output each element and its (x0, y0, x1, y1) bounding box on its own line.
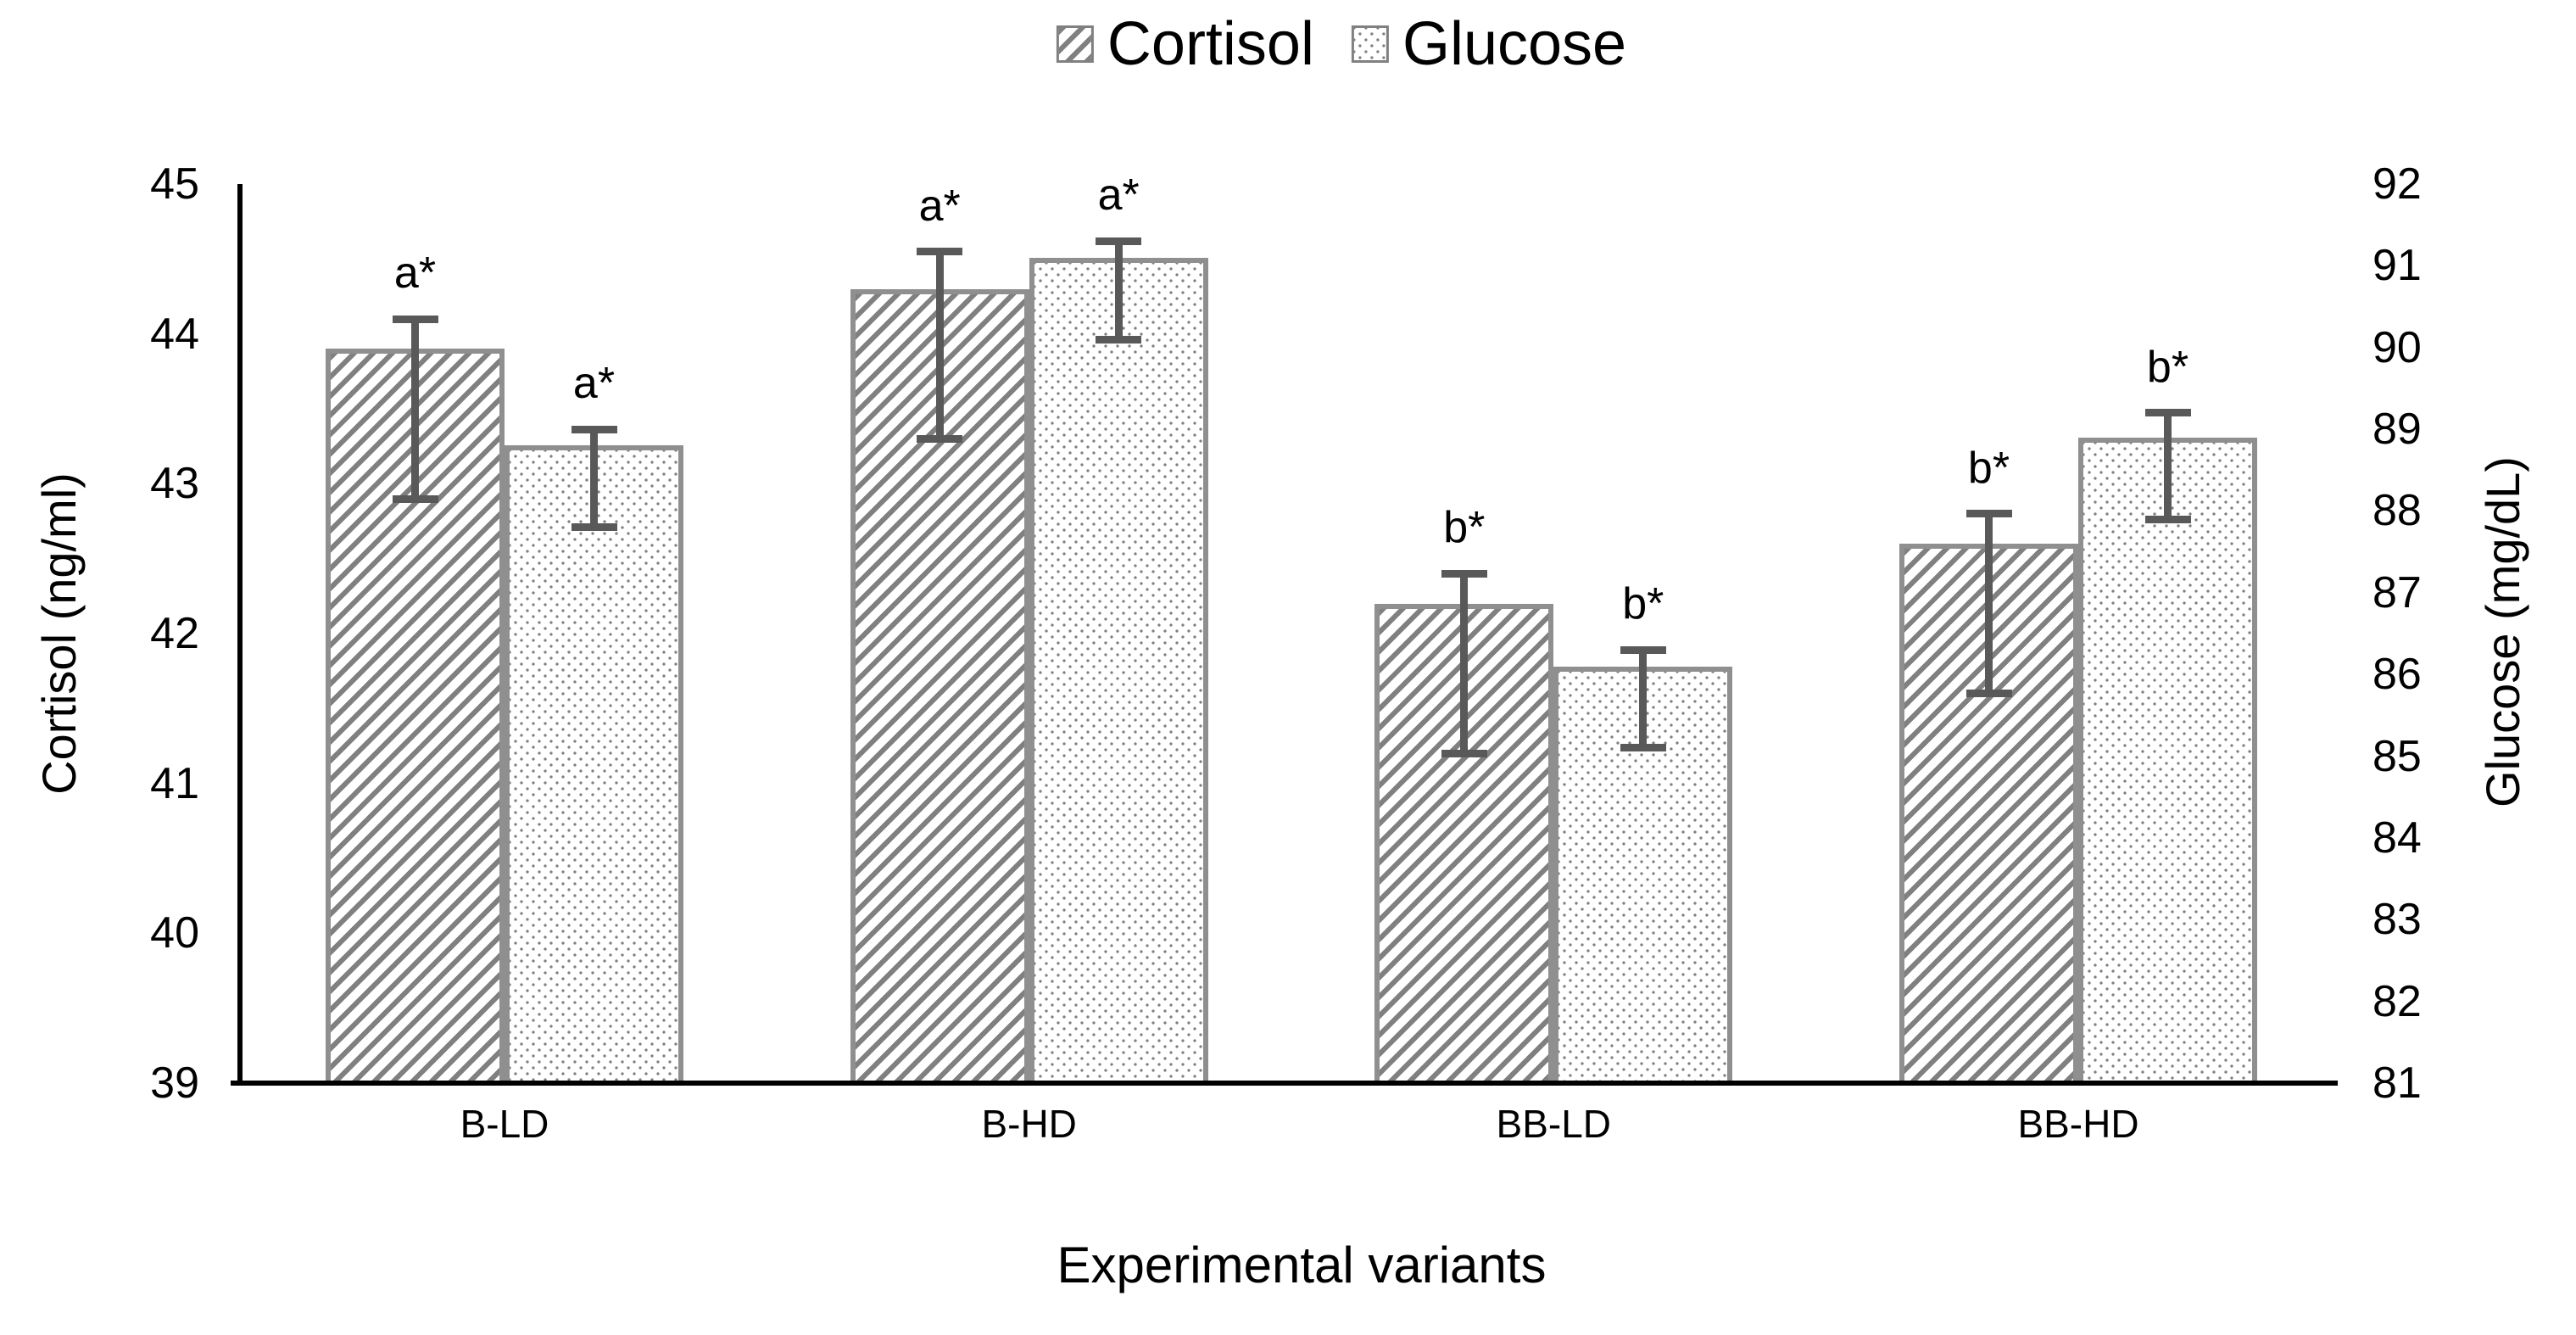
bar-cortisol-BB-HD (1899, 544, 2078, 1086)
category-label-B-LD: B-LD (460, 1102, 549, 1146)
bar-glucose-B-LD (505, 445, 683, 1086)
error-bar-cap-bottom-cortisol-BB-LD (1441, 749, 1487, 757)
error-bar-cap-top-cortisol-BB-LD (1441, 569, 1487, 578)
error-bar-line-cortisol-B-LD (411, 319, 419, 499)
error-bar-cap-top-cortisol-B-LD (392, 315, 438, 323)
significance-label-glucose-BB-HD: b* (2146, 342, 2189, 392)
right-axis-tick-91: 91 (2372, 241, 2422, 291)
error-bar-cap-bottom-cortisol-BB-HD (1965, 690, 2012, 698)
error-bar-cap-bottom-cortisol-B-HD (917, 434, 963, 443)
legend-item-cortisol: Cortisol (1056, 10, 1314, 78)
error-bar-cap-bottom-cortisol-B-LD (392, 494, 438, 503)
error-bar-line-cortisol-BB-LD (1460, 573, 1469, 754)
category-label-BB-LD: BB-LD (1496, 1102, 1612, 1146)
bar-glucose-B-HD (1029, 257, 1208, 1086)
significance-label-cortisol-BB-HD: b* (1967, 443, 2010, 493)
error-bar-cap-bottom-glucose-BB-HD (2144, 515, 2191, 523)
right-axis-tick-87: 87 (2372, 567, 2422, 617)
significance-label-cortisol-B-HD: a* (918, 181, 961, 231)
right-axis-tick-86: 86 (2372, 650, 2422, 700)
error-bar-line-glucose-BB-LD (1639, 650, 1648, 748)
left-axis-tick-45: 45 (150, 159, 199, 209)
legend-label-cortisol: Cortisol (1107, 10, 1314, 78)
error-bar-line-cortisol-B-HD (935, 251, 944, 439)
left-y-axis-title: Cortisol (ng/ml) (32, 472, 86, 795)
right-axis-tick-82: 82 (2372, 976, 2422, 1026)
x-axis-line (231, 1081, 2338, 1086)
error-bar-cap-top-glucose-B-LD (571, 425, 617, 433)
bar-glucose-BB-HD (2078, 437, 2257, 1086)
error-bar-line-glucose-B-LD (590, 429, 598, 528)
legend-label-glucose: Glucose (1402, 10, 1627, 78)
significance-label-glucose-B-HD: a* (1097, 170, 1140, 221)
error-bar-cap-bottom-glucose-B-LD (571, 523, 617, 532)
right-y-axis-title: Glucose (mg/dL) (2476, 456, 2529, 807)
right-axis-tick-83: 83 (2372, 895, 2422, 945)
significance-label-glucose-B-LD: a* (572, 359, 616, 409)
category-label-BB-HD: BB-HD (2017, 1102, 2139, 1146)
error-bar-cap-top-glucose-BB-LD (1620, 645, 1666, 654)
right-axis-tick-88: 88 (2372, 486, 2422, 536)
error-bar-cap-top-cortisol-B-HD (917, 248, 963, 255)
error-bar-line-cortisol-BB-HD (1985, 513, 1993, 694)
error-bar-cap-top-glucose-BB-HD (2144, 409, 2191, 417)
left-axis-tick-44: 44 (150, 309, 199, 359)
error-bar-line-glucose-BB-HD (2164, 412, 2172, 520)
left-axis-tick-40: 40 (150, 908, 199, 958)
significance-label-cortisol-BB-LD: b* (1443, 503, 1486, 553)
glucose-dots-swatch-icon (1351, 25, 1389, 63)
error-bar-line-glucose-B-HD (1114, 241, 1123, 340)
significance-label-glucose-BB-LD: b* (1622, 579, 1664, 629)
right-axis-tick-89: 89 (2372, 405, 2422, 455)
error-bar-cap-top-cortisol-BB-HD (1965, 510, 2012, 518)
y-axis-line (237, 184, 243, 1086)
category-label-B-HD: B-HD (981, 1102, 1077, 1146)
left-axis-tick-41: 41 (150, 758, 199, 808)
left-axis-tick-42: 42 (150, 609, 199, 658)
legend: Cortisol Glucose (1056, 10, 1627, 78)
right-axis-tick-90: 90 (2372, 322, 2422, 372)
right-axis-tick-81: 81 (2372, 1059, 2422, 1108)
right-axis-tick-84: 84 (2372, 813, 2422, 863)
left-axis-tick-39: 39 (150, 1059, 199, 1108)
x-axis-title: Experimental variants (1057, 1237, 1547, 1293)
legend-item-glucose: Glucose (1351, 10, 1627, 78)
right-axis-tick-92: 92 (2372, 159, 2422, 209)
left-axis-tick-43: 43 (150, 459, 199, 509)
cortisol-hatch-swatch-icon (1056, 25, 1094, 63)
error-bar-cap-bottom-glucose-B-HD (1096, 335, 1142, 344)
error-bar-cap-top-glucose-B-HD (1096, 237, 1142, 245)
significance-label-cortisol-B-LD: a* (393, 249, 437, 298)
error-bar-cap-bottom-glucose-BB-LD (1620, 744, 1666, 752)
right-axis-tick-85: 85 (2372, 731, 2422, 781)
